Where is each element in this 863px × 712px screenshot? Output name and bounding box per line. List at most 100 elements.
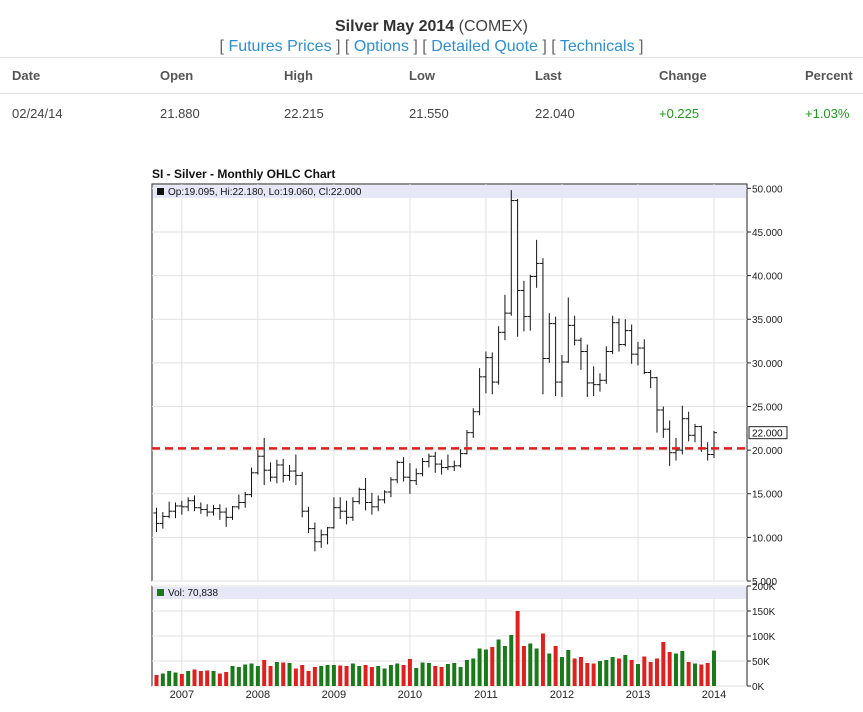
column-header-high: High <box>284 68 313 83</box>
x-tick-label: 2012 <box>550 689 574 701</box>
y-tick-label: 50.000 <box>752 184 783 195</box>
volume-bar <box>281 662 286 686</box>
volume-tick-label: 50K <box>752 657 770 668</box>
volume-bar <box>496 639 501 686</box>
column-header-percent: Percent <box>805 68 853 83</box>
volume-bar <box>623 655 628 686</box>
price-panel-frame <box>151 183 748 582</box>
volume-bar <box>528 643 533 686</box>
x-tick-label: 2011 <box>474 689 498 701</box>
volume-legend-swatch <box>157 589 164 596</box>
volume-bar <box>357 666 362 686</box>
volume-bar <box>192 669 197 686</box>
link-options[interactable]: Options <box>353 38 409 55</box>
column-header-change: Change <box>659 68 707 83</box>
volume-tick-label: 100K <box>752 632 776 643</box>
volume-bar <box>300 665 305 686</box>
volume-bar <box>458 667 463 686</box>
y-tick-label: 30.000 <box>752 359 783 370</box>
cell-last: 22.040 <box>535 106 575 121</box>
volume-bar <box>566 650 571 686</box>
y-tick-label: 15.000 <box>752 490 783 501</box>
volume-bar <box>186 671 191 686</box>
link-futures-prices[interactable]: Futures Prices <box>228 38 332 55</box>
column-header-last: Last <box>535 68 562 83</box>
column-header-open: Open <box>160 68 194 83</box>
volume-bar <box>591 663 596 686</box>
last-price-box <box>748 426 788 440</box>
price-legend-band <box>153 185 746 198</box>
volume-bar <box>452 663 457 686</box>
volume-bar <box>680 651 685 686</box>
volume-bar <box>661 642 666 686</box>
cell-open: 21.880 <box>160 106 200 121</box>
volume-bar <box>331 665 336 686</box>
volume-bar <box>705 663 710 686</box>
volume-bar <box>490 647 495 686</box>
volume-bar <box>369 667 374 686</box>
volume-bar <box>376 666 381 686</box>
volume-bar <box>426 663 431 686</box>
volume-bar <box>439 667 444 686</box>
column-header-date: Date <box>12 68 41 83</box>
volume-bar <box>382 668 387 686</box>
price-legend-swatch <box>157 188 164 195</box>
cell-date: 02/24/14 <box>12 106 63 121</box>
last-price-label: 22.000 <box>752 429 783 440</box>
volume-bar <box>230 666 235 686</box>
y-tick-label: 45.000 <box>752 228 783 239</box>
volume-tick-label: 0K <box>752 682 765 693</box>
volume-bar <box>205 670 210 686</box>
volume-bar <box>521 646 526 686</box>
volume-bar <box>217 673 222 686</box>
price-legend-text: Op:19.095, Hi:22.180, Lo:19.060, Cl:22.0… <box>168 187 362 198</box>
volume-bar <box>293 668 298 686</box>
volume-bar <box>420 662 425 686</box>
volume-bar <box>306 671 311 686</box>
volume-bar <box>154 675 159 686</box>
y-tick-label: 10.000 <box>752 533 783 544</box>
column-header-low: Low <box>409 68 435 83</box>
volume-tick-label: 200K <box>752 582 776 593</box>
x-tick-label: 2007 <box>170 689 194 701</box>
volume-bar <box>160 673 165 686</box>
volume-bar <box>654 658 659 686</box>
volume-bar <box>502 646 507 686</box>
quote-nav-links: [ Futures Prices ] [ Options ] [ Detaile… <box>219 38 644 55</box>
cell-high: 22.215 <box>284 106 324 121</box>
volume-bar <box>477 648 482 686</box>
volume-bar <box>445 664 450 686</box>
volume-bar <box>471 658 476 686</box>
volume-bar <box>559 657 564 686</box>
volume-bar <box>616 658 621 686</box>
volume-bar <box>686 662 691 686</box>
volume-bar <box>319 666 324 686</box>
volume-bar <box>224 672 229 686</box>
volume-bar <box>243 664 248 686</box>
volume-bar <box>236 667 241 686</box>
volume-bar <box>553 646 558 686</box>
volume-bar <box>585 663 590 686</box>
volume-bar <box>211 671 216 686</box>
volume-bar <box>578 657 583 686</box>
volume-bar <box>540 633 545 686</box>
volume-bar <box>547 653 552 686</box>
volume-bar <box>401 665 406 686</box>
page-title: Silver May 2014 (COMEX) <box>0 18 863 36</box>
volume-bar <box>363 665 368 686</box>
volume-bar <box>274 662 279 686</box>
volume-bar <box>642 656 647 686</box>
volume-bar <box>179 674 184 686</box>
volume-bar <box>262 660 267 686</box>
chart-title: SI - Silver - Monthly OHLC Chart <box>152 167 336 181</box>
link-technicals[interactable]: Technicals <box>559 38 635 55</box>
y-tick-label: 35.000 <box>752 315 783 326</box>
link-detailed-quote[interactable]: Detailed Quote <box>431 38 538 55</box>
x-tick-label: 2014 <box>702 689 726 701</box>
volume-bar <box>667 652 672 686</box>
volume-bar <box>673 653 678 686</box>
volume-bar <box>249 663 254 686</box>
volume-bar <box>648 662 653 686</box>
volume-bar <box>388 665 393 686</box>
